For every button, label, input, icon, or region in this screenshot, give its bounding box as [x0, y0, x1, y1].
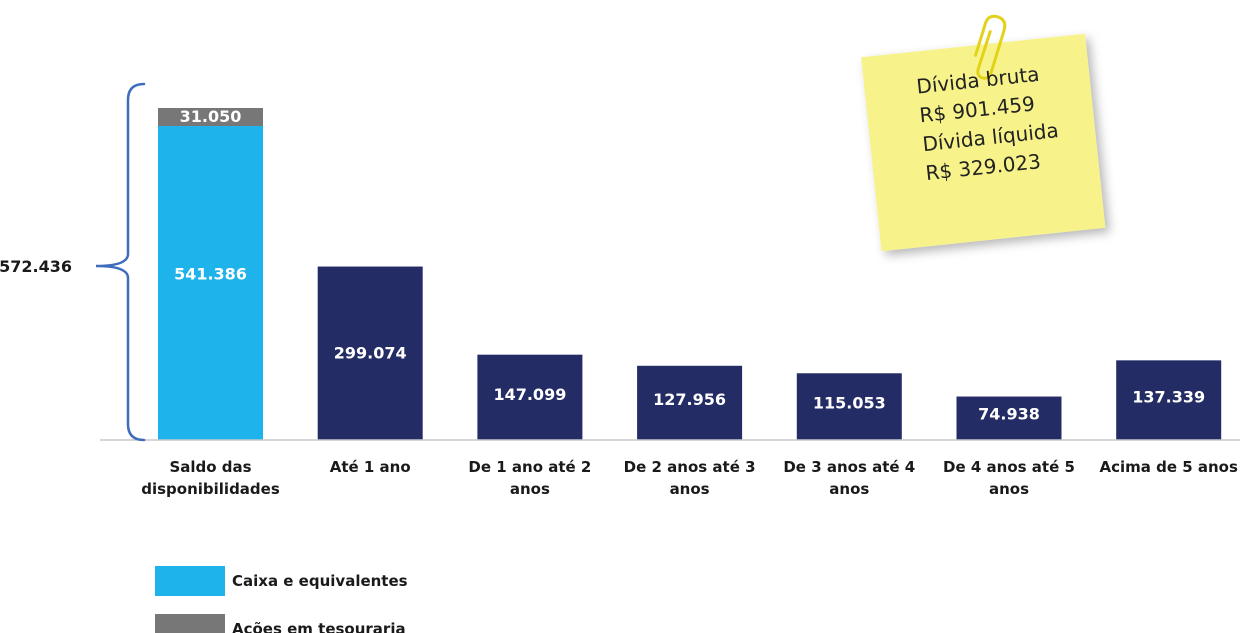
total-bracket-group: 572.436	[0, 82, 146, 442]
bar-4-series-3	[637, 365, 743, 440]
total-value-label: 572.436	[0, 257, 72, 276]
bar-value-label: 74.938	[978, 405, 1040, 424]
bar-2-series-3	[317, 266, 423, 440]
bar-1-series-1	[158, 126, 263, 440]
legend-swatch	[155, 566, 225, 596]
sticky-note: Dívida brutaR$ 901.459Dívida líquidaR$ 3…	[861, 14, 1106, 252]
bar-value-label: 137.339	[1132, 388, 1205, 407]
legend-label: Caixa e equivalentes	[232, 572, 408, 590]
bar-3-series-3	[477, 354, 583, 440]
bars-group	[158, 108, 1222, 440]
total-bracket	[95, 82, 146, 442]
category-label: anos	[829, 480, 869, 498]
sticky-note-paper	[861, 33, 1106, 252]
bar-6-series-3	[956, 396, 1062, 440]
category-label: De 2 anos até 3	[624, 458, 756, 476]
category-label: Saldo das	[169, 458, 251, 476]
bar-1-series-2	[158, 108, 263, 127]
bar-7-series-3	[1116, 360, 1222, 440]
category-label: anos	[510, 480, 550, 498]
bar-value-label: 541.386	[174, 265, 247, 284]
bar-value-label: 115.053	[813, 394, 886, 413]
category-label: De 1 ano até 2	[468, 458, 591, 476]
category-label: De 3 anos até 4	[783, 458, 915, 476]
category-label: Acima de 5 anos	[1099, 458, 1238, 476]
legend-label: Ações em tesouraria	[232, 620, 406, 633]
bar-value-label: 147.099	[493, 385, 566, 404]
category-label: Até 1 ano	[330, 458, 411, 476]
bar-value-label: 299.074	[334, 343, 407, 362]
bar-value-label: 31.050	[180, 107, 242, 126]
category-label: anos	[670, 480, 710, 498]
paperclip-icon	[974, 14, 1007, 80]
category-label: disponibilidades	[141, 480, 280, 498]
category-label: anos	[989, 480, 1029, 498]
legend: Caixa e equivalentes Ações em tesouraria	[155, 566, 408, 633]
category-label: De 4 anos até 5	[943, 458, 1075, 476]
legend-swatch	[155, 614, 225, 633]
bar-value-labels: 541.386 31.050 299.074 147.099 127.956 115.05…	[174, 107, 1205, 424]
bar-5-series-3	[796, 373, 902, 440]
bar-value-label: 127.956	[653, 390, 726, 409]
category-labels: Saldo das disponibilidades Até 1 ano De 1 a…	[141, 458, 1238, 498]
